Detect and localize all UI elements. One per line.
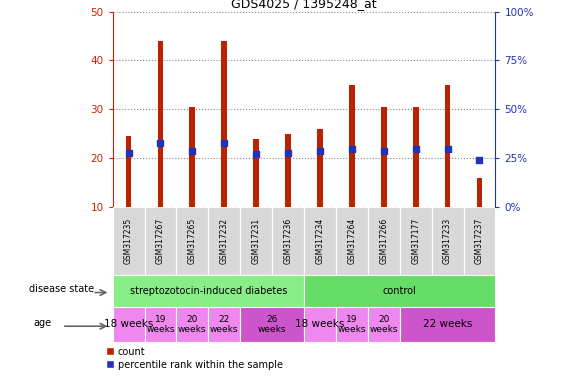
Text: GSM317234: GSM317234 xyxy=(315,218,324,264)
Text: GSM317237: GSM317237 xyxy=(475,218,484,264)
Text: GSM317177: GSM317177 xyxy=(411,218,420,264)
Text: 20
weeks: 20 weeks xyxy=(178,315,207,334)
Bar xyxy=(240,307,304,342)
Bar xyxy=(272,207,304,275)
Bar xyxy=(145,207,176,275)
Text: age: age xyxy=(34,318,52,328)
Bar xyxy=(413,107,418,207)
Bar xyxy=(477,178,482,207)
Bar xyxy=(400,207,432,275)
Text: GSM317232: GSM317232 xyxy=(220,218,229,264)
Bar xyxy=(113,207,145,275)
Bar xyxy=(285,134,291,207)
Bar xyxy=(336,207,368,275)
Text: control: control xyxy=(383,286,417,296)
Text: 18 weeks: 18 weeks xyxy=(295,319,345,329)
Text: GSM317266: GSM317266 xyxy=(379,218,388,264)
Bar xyxy=(400,307,495,342)
Point xyxy=(411,146,420,152)
Bar xyxy=(304,307,336,342)
Text: 26
weeks: 26 weeks xyxy=(258,315,287,334)
Bar xyxy=(240,207,272,275)
Point xyxy=(347,146,356,152)
Text: 19
weeks: 19 weeks xyxy=(146,315,175,334)
Text: 19
weeks: 19 weeks xyxy=(338,315,366,334)
Point xyxy=(315,147,324,154)
Text: GSM317264: GSM317264 xyxy=(347,218,356,264)
Bar xyxy=(304,275,495,307)
Point xyxy=(379,147,388,154)
Text: GSM317235: GSM317235 xyxy=(124,218,133,264)
Bar xyxy=(368,207,400,275)
Bar xyxy=(221,41,227,207)
Bar xyxy=(445,85,450,207)
Text: 20
weeks: 20 weeks xyxy=(369,315,398,334)
Text: GSM317236: GSM317236 xyxy=(284,218,293,264)
Bar xyxy=(463,207,495,275)
Point xyxy=(220,140,229,146)
Bar xyxy=(145,307,176,342)
Bar xyxy=(113,307,145,342)
Bar xyxy=(126,136,131,207)
Point xyxy=(156,140,165,146)
Point xyxy=(124,149,133,156)
Point xyxy=(284,149,293,156)
Bar xyxy=(336,307,368,342)
Point xyxy=(475,157,484,164)
Bar xyxy=(158,41,163,207)
Text: 22
weeks: 22 weeks xyxy=(210,315,239,334)
Bar xyxy=(208,307,240,342)
Bar xyxy=(368,307,400,342)
Bar xyxy=(317,129,323,207)
Point xyxy=(443,146,452,152)
Point xyxy=(188,147,197,154)
Bar xyxy=(253,139,259,207)
Bar xyxy=(208,207,240,275)
Text: 18 weeks: 18 weeks xyxy=(104,319,153,329)
Text: GSM317233: GSM317233 xyxy=(443,218,452,264)
Title: GDS4025 / 1395248_at: GDS4025 / 1395248_at xyxy=(231,0,377,10)
Bar xyxy=(349,85,355,207)
Text: GSM317265: GSM317265 xyxy=(188,218,197,264)
Bar xyxy=(304,207,336,275)
Legend: count, percentile rank within the sample: count, percentile rank within the sample xyxy=(106,347,283,369)
Point xyxy=(252,151,261,157)
Bar xyxy=(176,307,208,342)
Bar xyxy=(381,107,387,207)
Bar xyxy=(432,207,463,275)
Text: disease state: disease state xyxy=(29,284,95,294)
Bar xyxy=(176,207,208,275)
Text: streptozotocin-induced diabetes: streptozotocin-induced diabetes xyxy=(129,286,287,296)
Text: 22 weeks: 22 weeks xyxy=(423,319,472,329)
Text: GSM317267: GSM317267 xyxy=(156,218,165,264)
Bar xyxy=(113,275,304,307)
Text: GSM317231: GSM317231 xyxy=(252,218,261,264)
Bar xyxy=(190,107,195,207)
